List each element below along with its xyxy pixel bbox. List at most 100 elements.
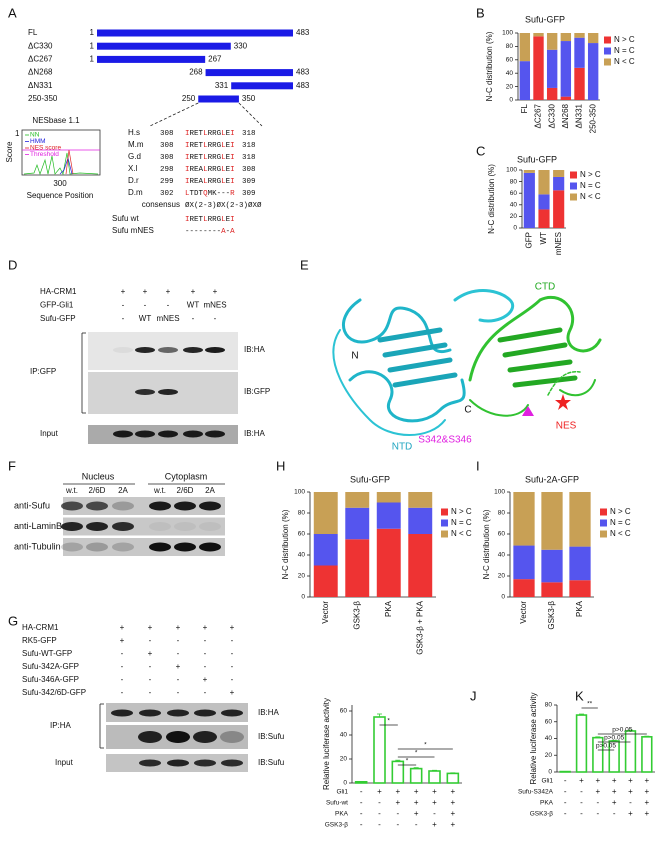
residue: - <box>185 228 190 236</box>
row-value: - <box>177 649 180 658</box>
x-tick-label: Vector <box>321 601 330 624</box>
legend-label: NN <box>30 132 40 139</box>
blot-band <box>220 731 244 743</box>
row-value: - <box>231 675 234 684</box>
residue: L <box>203 166 208 174</box>
condition-value: - <box>629 798 632 807</box>
ib-label: IB:HA <box>244 345 266 354</box>
residue: T <box>199 216 204 224</box>
protein-structure <box>332 289 602 436</box>
condition-value: - <box>396 820 399 829</box>
condition-name: Gli1 <box>336 789 348 796</box>
blot-band <box>183 347 203 353</box>
hmm-trace <box>59 156 73 175</box>
residue: L <box>221 154 226 162</box>
residue: I <box>230 130 235 138</box>
bar-segment <box>408 492 433 508</box>
lane-label: w.t. <box>153 486 166 495</box>
construct-end: 483 <box>296 68 310 77</box>
construct-bar <box>198 95 239 103</box>
row-value: - <box>177 688 180 697</box>
row-value: WT <box>187 301 200 310</box>
input-label: Input <box>40 429 59 438</box>
species: D.m <box>128 188 143 197</box>
condition-value: + <box>414 809 419 818</box>
row-name: Sufu-342/6D-GFP <box>22 688 86 697</box>
blot-band <box>139 759 161 767</box>
seq-start: 308 <box>160 130 174 138</box>
construct-bar <box>97 55 206 63</box>
y-tick-label: 60 <box>340 708 348 715</box>
x-tick-label: ΔC330 <box>547 103 556 128</box>
y-tick-label: 20 <box>506 83 514 90</box>
residue: R <box>190 216 195 224</box>
legend-label: N > C <box>580 170 601 179</box>
condition-value: + <box>644 787 649 796</box>
y-tick-label: 80 <box>506 43 514 50</box>
bar-segment <box>560 33 572 42</box>
panel-label: C <box>476 143 485 158</box>
condition-value: - <box>580 798 583 807</box>
residue: - <box>199 228 204 236</box>
row-value: - <box>121 688 124 697</box>
y-tick-label: 40 <box>498 552 506 559</box>
y-tick-label: 0 <box>343 780 347 787</box>
ib-label: IB:HA <box>258 708 280 717</box>
blot-band <box>86 522 108 531</box>
y-tick-label: 60 <box>510 190 518 197</box>
seq-start: 299 <box>160 178 174 186</box>
lane-label: w.t. <box>65 486 78 495</box>
bar-segment <box>313 534 338 566</box>
bar-segment <box>560 96 572 100</box>
seq-end: 309 <box>242 178 256 186</box>
row-value: + <box>191 287 196 296</box>
y-tick-label: 0 <box>301 594 305 601</box>
seq-end: 318 <box>242 154 256 162</box>
row-value: - <box>204 636 207 645</box>
bar-segment <box>519 61 531 100</box>
condition-value: - <box>580 809 583 818</box>
bar-segment <box>408 507 433 534</box>
construct-start: 268 <box>189 68 203 77</box>
structure-label: S342&S346 <box>418 435 472 446</box>
nesbase-y-label: Score <box>5 141 14 162</box>
x-tick-label: PKA <box>384 600 393 617</box>
ribbon <box>469 379 596 417</box>
bar-segment <box>546 49 558 88</box>
x-tick-label: ΔN331 <box>575 103 584 128</box>
blot <box>63 517 225 536</box>
condition-name: PKA <box>335 811 349 818</box>
condition-value: + <box>450 798 455 807</box>
construct-start: 1 <box>90 41 95 50</box>
row-value: - <box>231 662 234 671</box>
bar-segment <box>546 33 558 50</box>
condition-value: + <box>644 798 649 807</box>
condition-value: - <box>433 809 436 818</box>
bar-segment <box>376 502 401 529</box>
blot-band <box>86 542 108 552</box>
ribbon <box>348 370 466 423</box>
blot-band <box>139 709 161 717</box>
residue: - <box>217 228 222 236</box>
row-value: + <box>121 287 126 296</box>
chart-title: Sufu-GFP <box>350 474 390 484</box>
legend-label: NES score <box>30 145 61 152</box>
group-label: Cytoplasm <box>165 471 208 481</box>
residue: R <box>190 142 195 150</box>
residue: L <box>203 178 208 186</box>
y-tick-label: 80 <box>545 702 553 709</box>
nes-marker <box>555 394 571 410</box>
nesbase-title: NESbase 1.1 <box>32 116 80 125</box>
blot-band <box>135 430 155 438</box>
blot-band <box>194 759 216 767</box>
construct-end: 483 <box>296 28 310 37</box>
y-tick-label: 0 <box>501 594 505 601</box>
structure-label: N <box>351 351 358 362</box>
condition-name: GSK3-β <box>325 822 349 829</box>
legend-swatch <box>600 508 607 516</box>
residue: A <box>199 178 204 186</box>
blot-band <box>138 731 162 743</box>
residue: L <box>221 178 226 186</box>
residue: T <box>199 130 204 138</box>
blot-band <box>194 709 216 717</box>
